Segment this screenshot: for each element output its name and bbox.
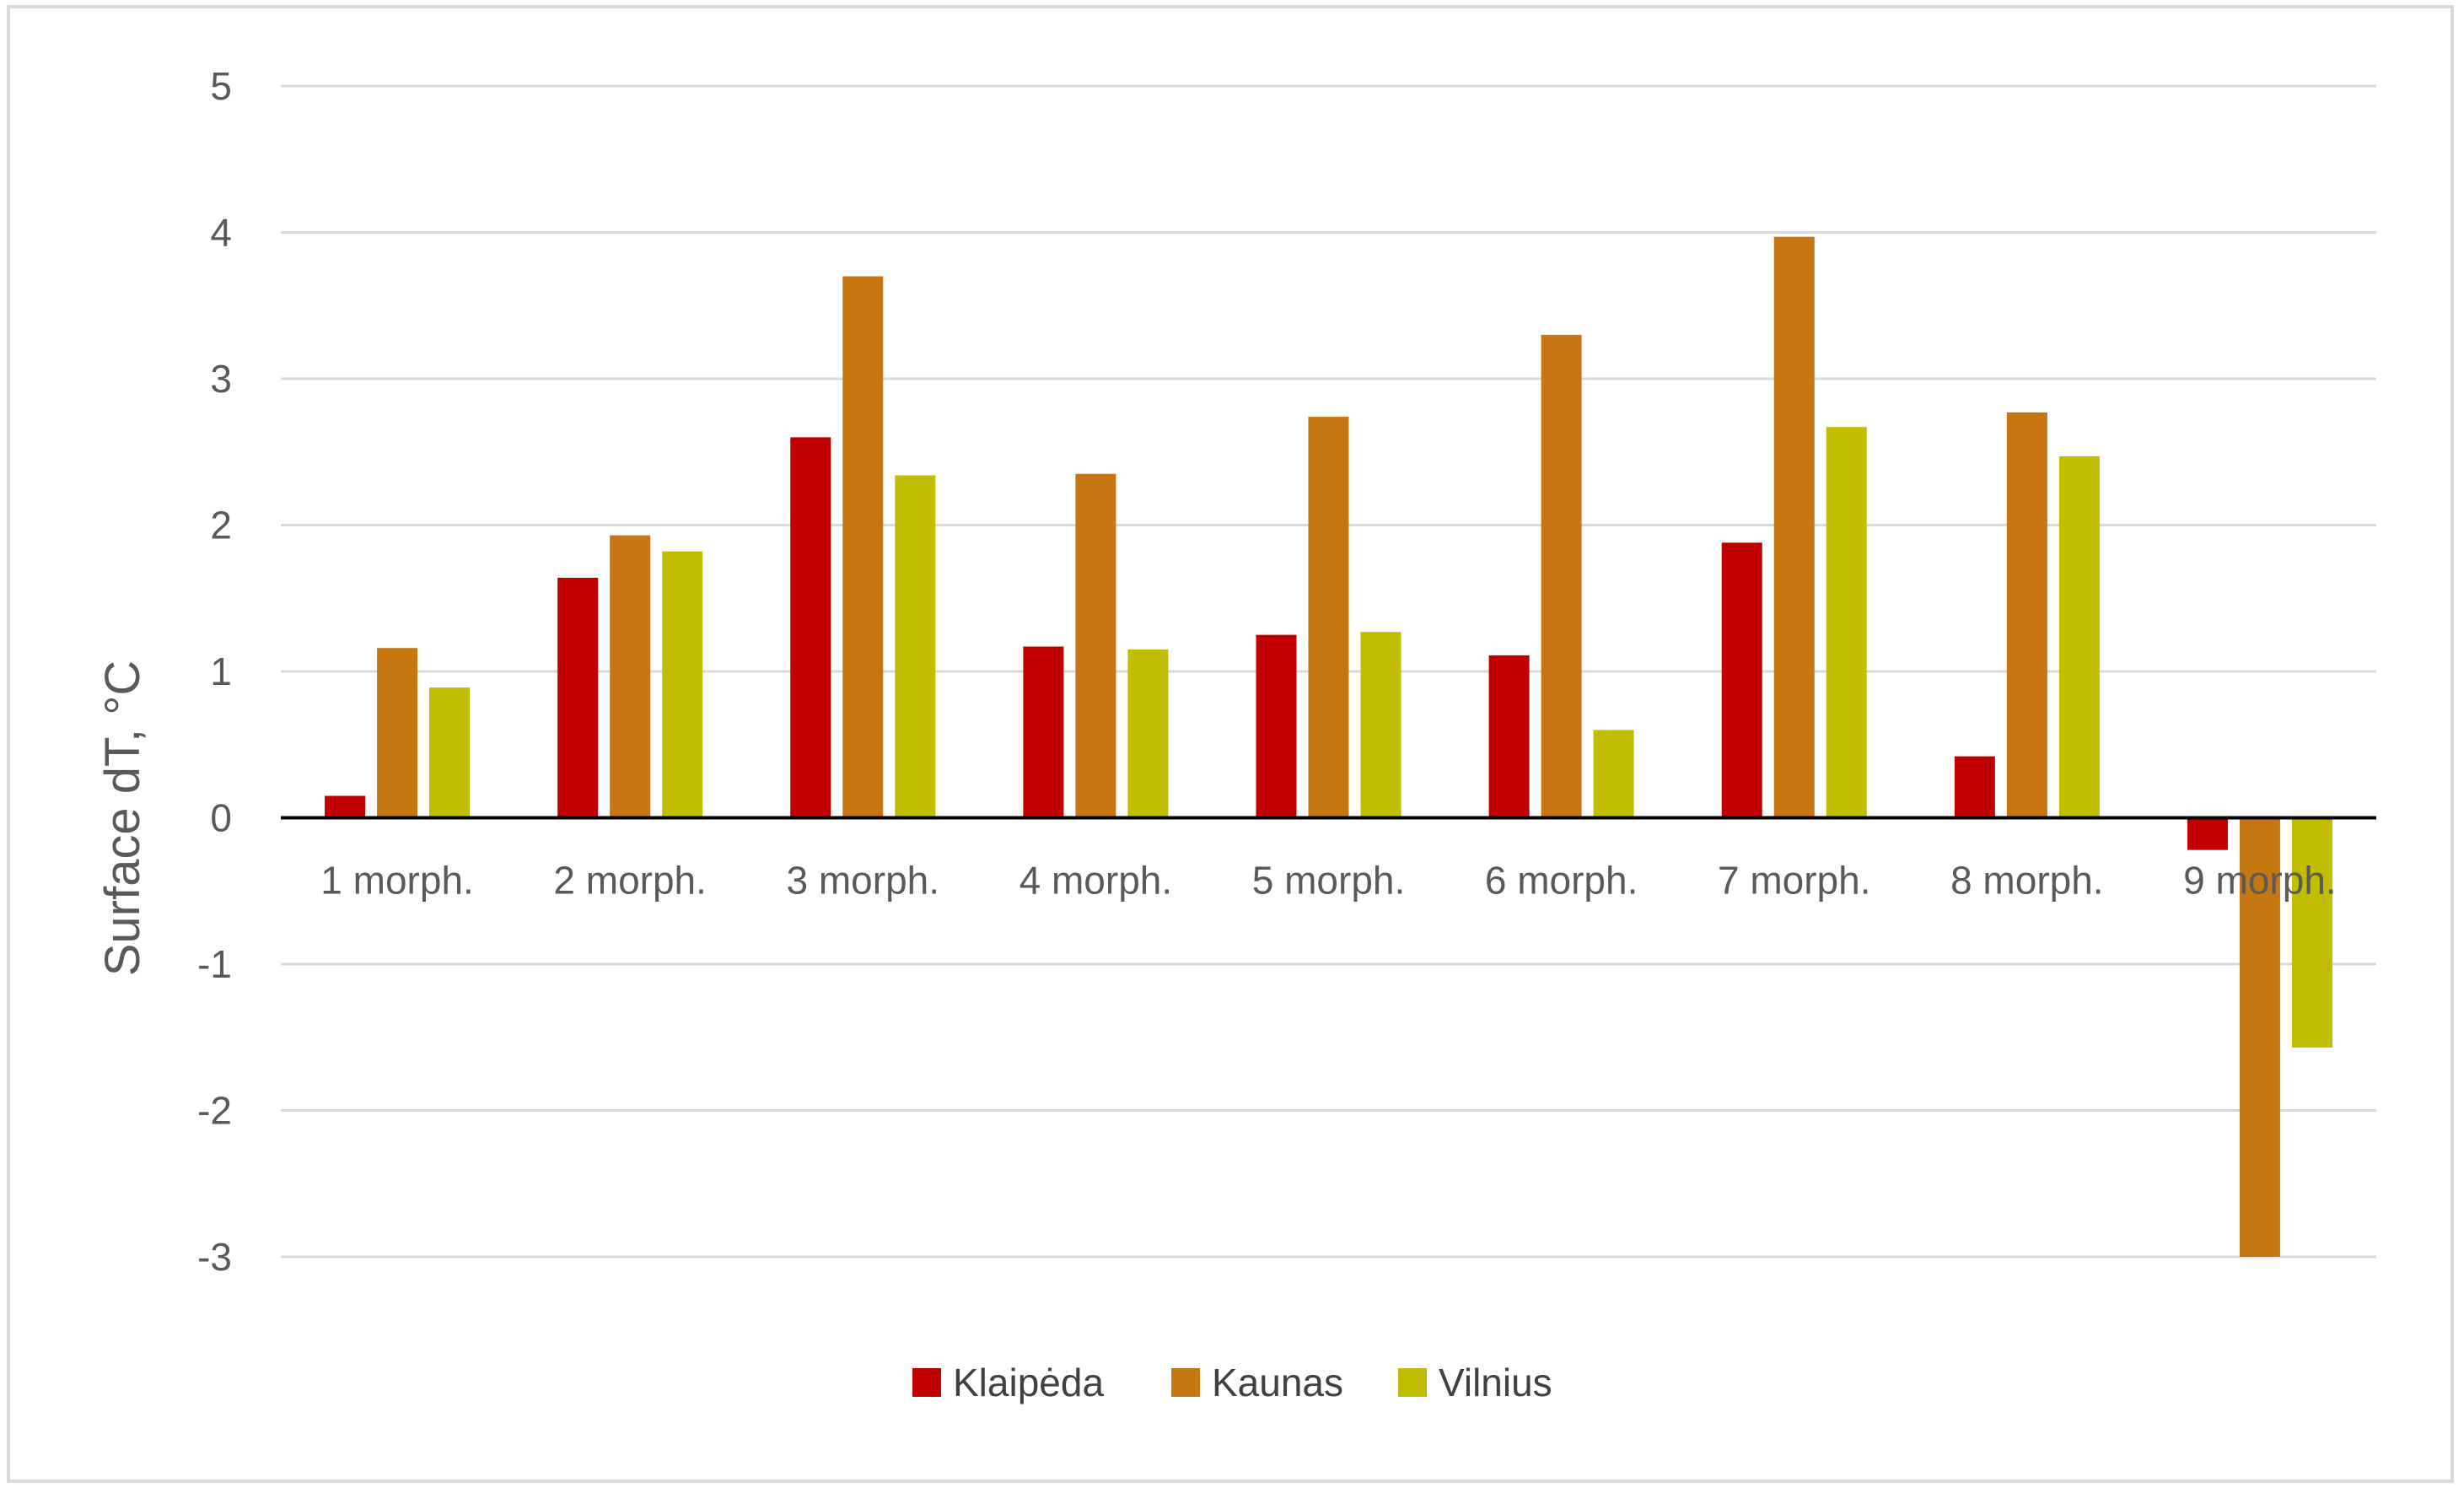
bar (842, 276, 884, 818)
bar (2187, 817, 2228, 850)
x-tick-label: 8 morph. (1950, 859, 2104, 903)
bar (1308, 417, 1349, 818)
legend-swatch (1171, 1368, 1200, 1397)
bar (895, 475, 936, 818)
bar (1954, 756, 1995, 818)
legend-label: Kaunas (1212, 1361, 1343, 1404)
bar (1256, 634, 1297, 818)
legend-swatch (1398, 1368, 1427, 1397)
bar (1488, 655, 1530, 818)
bar (557, 577, 599, 818)
y-tick-label: -3 (197, 1235, 232, 1279)
bar (1075, 473, 1116, 818)
x-tick-label: 6 morph. (1485, 859, 1638, 903)
bar (1773, 236, 1815, 818)
x-tick-label: 4 morph. (1019, 859, 1173, 903)
x-tick-label: 7 morph. (1718, 859, 1871, 903)
y-axis-title: Surface dT, °C (95, 660, 150, 977)
x-tick-label: 5 morph. (1252, 859, 1406, 903)
x-tick-label: 2 morph. (553, 859, 707, 903)
legend-label: Klaipėda (953, 1361, 1104, 1404)
bar (2291, 817, 2332, 1048)
legend-swatch (912, 1368, 941, 1397)
y-tick-labels: -3 -2 -1 0 1 2 3 4 5 (197, 64, 232, 1279)
bar (610, 535, 651, 818)
y-tick-label: -2 (197, 1089, 232, 1133)
y-tick-label: 0 (210, 796, 232, 840)
y-tick-label: 3 (210, 357, 232, 401)
bar (662, 551, 703, 818)
x-tick-label: 9 morph. (2183, 859, 2337, 903)
bar (429, 687, 471, 818)
legend: Klaipėda Kaunas Vilnius (912, 1361, 1552, 1404)
bar (377, 648, 418, 818)
x-tick-labels: 1 morph. 2 morph. 3 morph. 4 morph. 5 morph.… (320, 859, 2336, 903)
y-tick-label: 5 (210, 64, 232, 108)
bar (1826, 427, 1867, 818)
bar (2058, 455, 2100, 818)
bar (325, 795, 366, 818)
y-tick-label: 4 (210, 211, 232, 255)
legend-label: Vilnius (1439, 1361, 1552, 1404)
bar (1721, 542, 1762, 818)
y-tick-label: -1 (197, 942, 232, 986)
bar (1023, 646, 1064, 818)
y-tick-label: 1 (210, 649, 232, 693)
bar (2006, 412, 2047, 818)
y-tick-label: 2 (210, 504, 232, 547)
bar (1360, 632, 1401, 818)
bars (325, 236, 2332, 1257)
x-tick-label: 3 morph. (787, 859, 940, 903)
bar (1593, 730, 1634, 818)
bar (1541, 334, 1582, 818)
bar (1127, 649, 1169, 818)
bar (2239, 817, 2280, 1257)
bar (790, 437, 831, 818)
x-tick-label: 1 morph. (320, 859, 474, 903)
